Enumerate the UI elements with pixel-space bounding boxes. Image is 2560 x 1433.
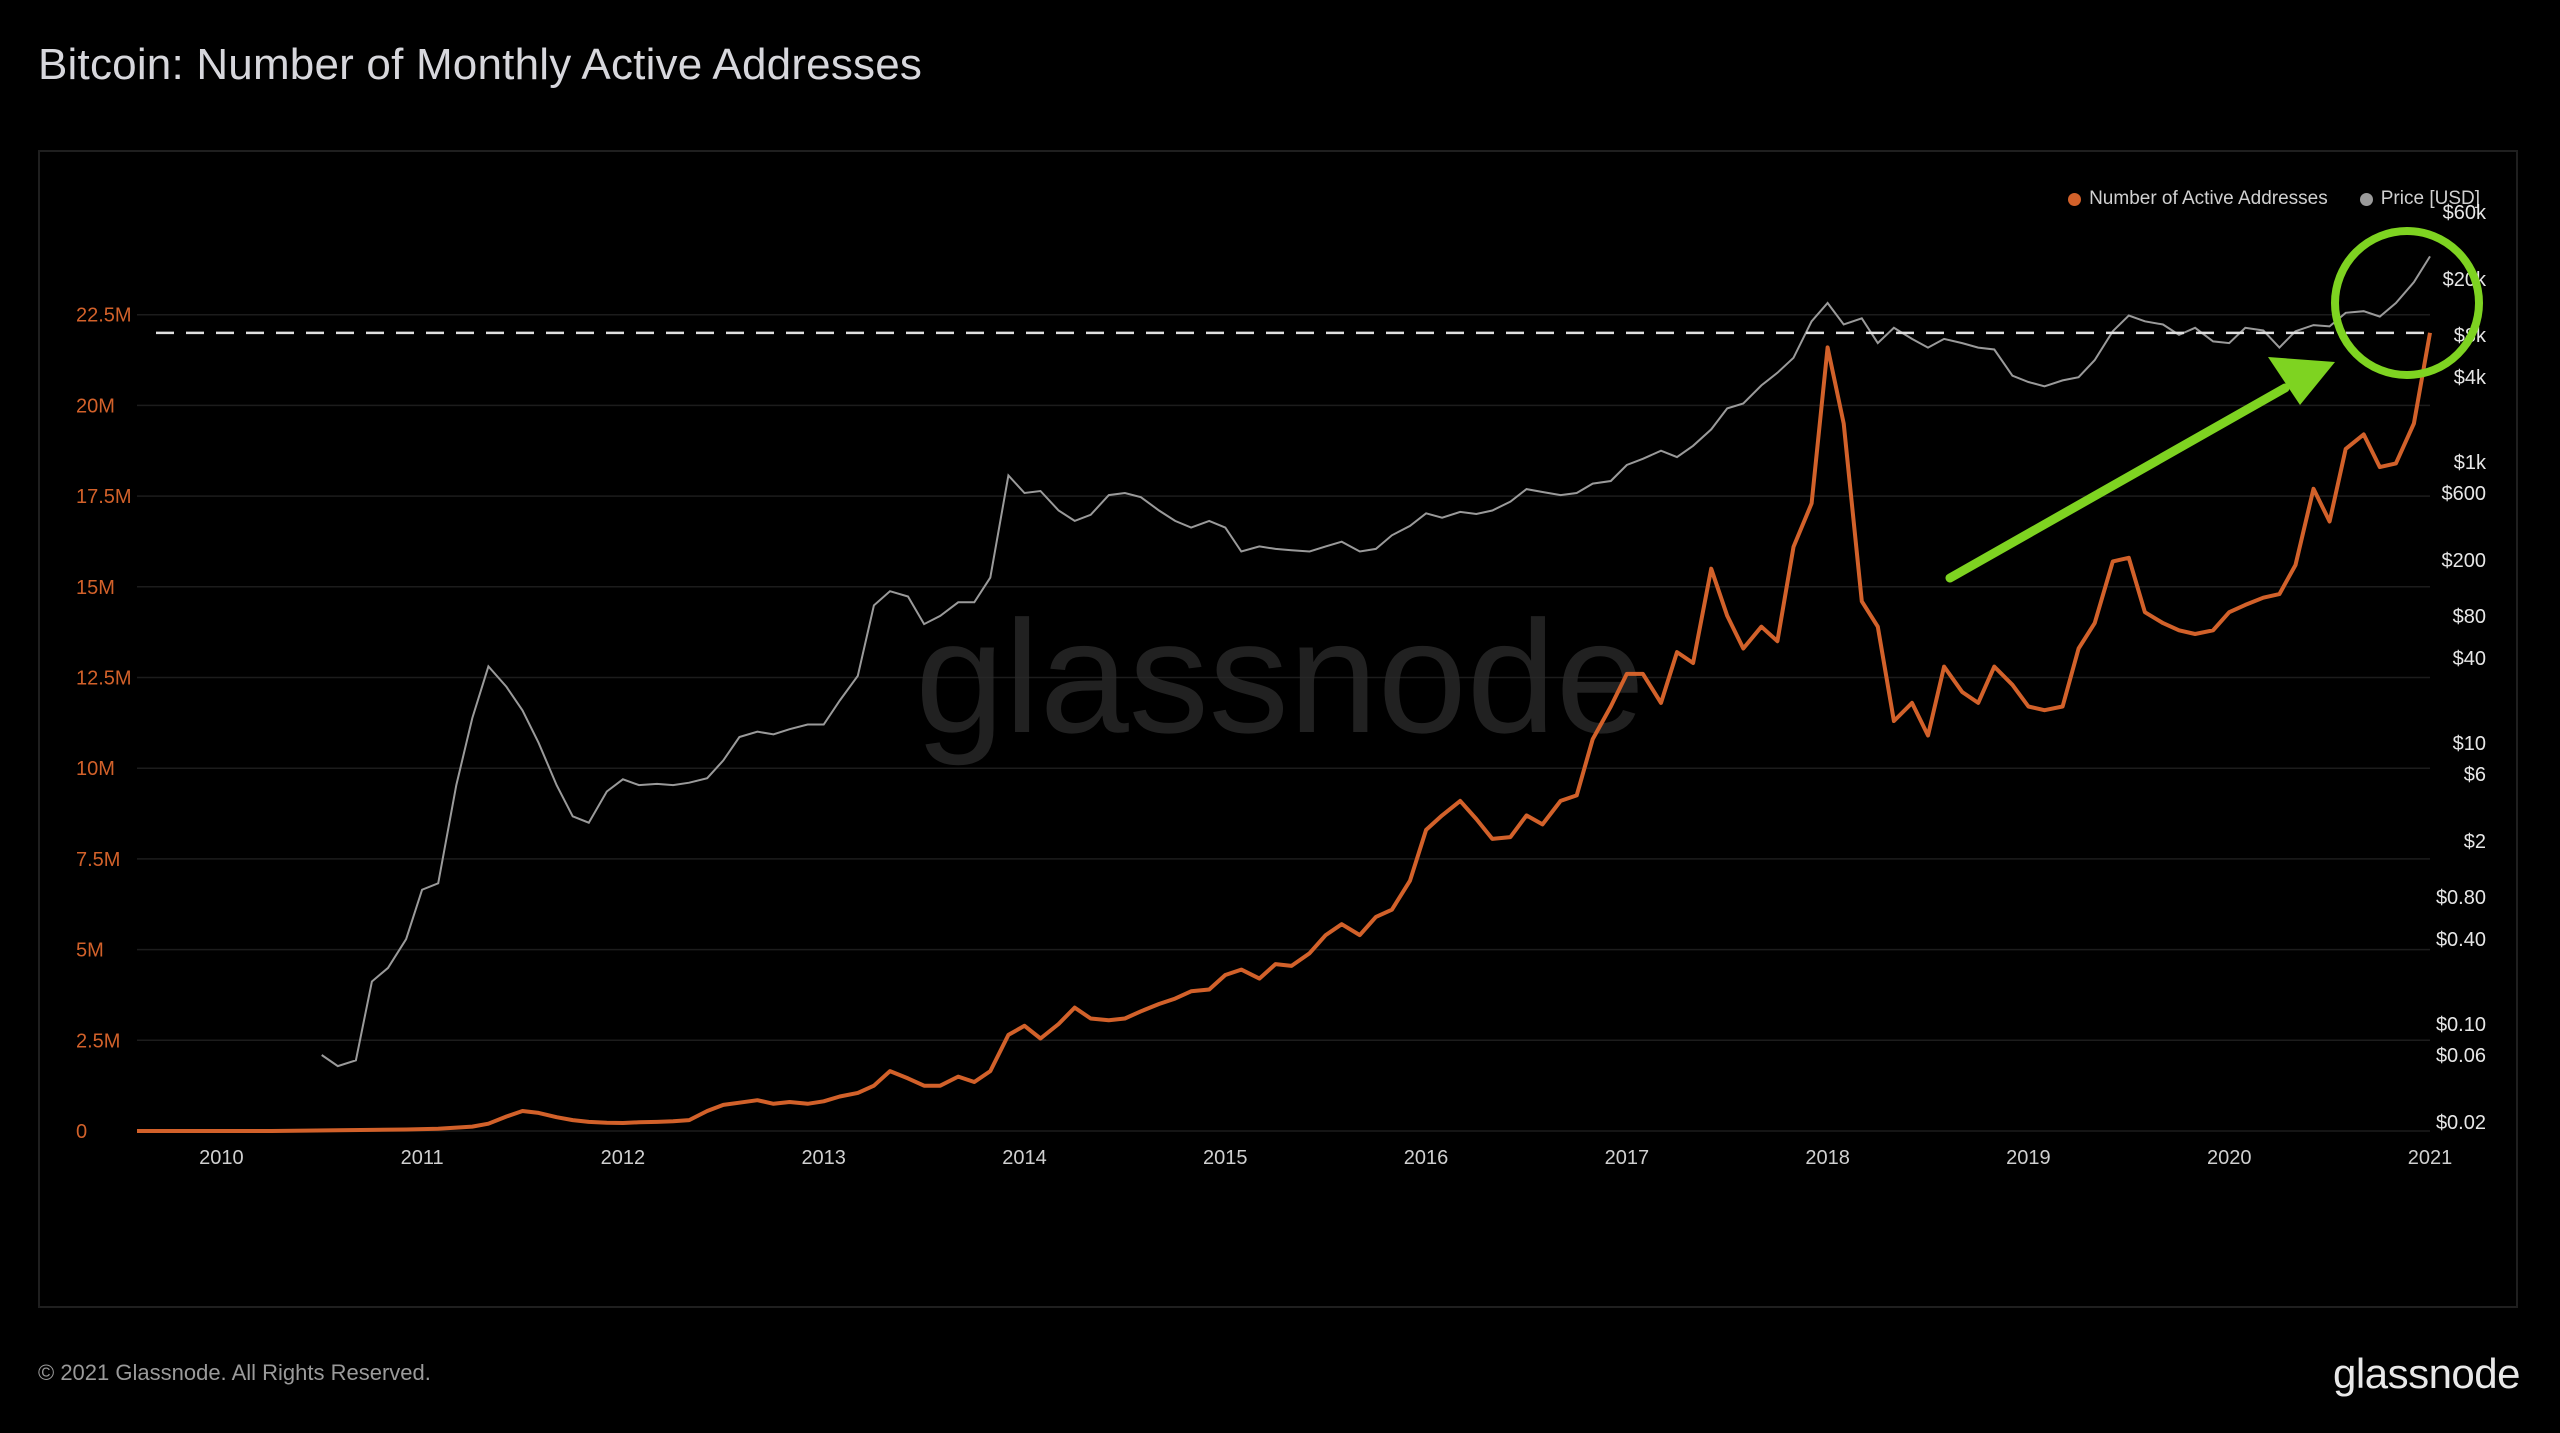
legend-item-price[interactable]: Price [USD]	[2359, 188, 2480, 210]
legend-dot-addresses	[2068, 192, 2082, 206]
right-axis-tick-label: $0.40	[2436, 929, 2486, 951]
right-axis-tick-label: $600	[2442, 483, 2487, 505]
left-axis-tick-label: 12.5M	[76, 668, 132, 690]
annotation-arrow-head	[2268, 357, 2335, 405]
x-axis-tick-label: 2010	[199, 1147, 244, 1169]
left-axis-tick-label: 0	[76, 1121, 87, 1143]
right-axis-tick-label: $0.06	[2436, 1045, 2486, 1067]
right-axis-tick-label: $60k	[2443, 202, 2487, 224]
price-layer	[321, 255, 2431, 1068]
x-axis-tick-label: 2015	[1203, 1147, 1248, 1169]
left-axis-tick-label: 15M	[76, 577, 115, 599]
chart-panel	[38, 150, 2518, 1308]
x-axis-tick-label: 2016	[1404, 1147, 1449, 1169]
x-axis-tick-label: 2021	[2408, 1147, 2453, 1169]
x-axis-tick-label: 2018	[1805, 1147, 1850, 1169]
price-series-line	[321, 255, 2431, 1068]
legend-label-price: Price [USD]	[2380, 188, 2480, 209]
x-axis-tick-label: 2011	[401, 1147, 444, 1169]
chart-legend: Number of Active Addresses Price [USD]	[2068, 188, 2480, 210]
right-axis-tick-label: $2	[2464, 831, 2486, 853]
right-axis-tick-label: $4k	[2454, 367, 2487, 389]
copyright-text: © 2021 Glassnode. All Rights Reserved.	[38, 1360, 431, 1385]
right-axis-tick-label: $6	[2464, 764, 2486, 786]
annotation-circle	[2331, 227, 2483, 379]
legend-item-addresses[interactable]: Number of Active Addresses	[2068, 188, 2328, 210]
right-axis-tick-label: $40	[2453, 648, 2486, 670]
right-axis-tick-label: $200	[2442, 550, 2487, 572]
right-axis-tick-label: $0.02	[2436, 1112, 2486, 1134]
x-axis-tick-label: 2013	[801, 1147, 846, 1169]
page-title: Bitcoin: Number of Monthly Active Addres…	[38, 40, 923, 89]
left-axis-tick-label: 17.5M	[76, 486, 132, 508]
left-axis-tick-label: 7.5M	[76, 849, 120, 871]
x-axis-tick-label: 2020	[2207, 1147, 2252, 1169]
grid-layer	[137, 313, 2430, 1132]
right-axis-tick-label: $0.80	[2436, 887, 2486, 909]
right-axis-tick-label: $10	[2453, 733, 2486, 755]
annotation-arrow-shaft	[1945, 383, 2290, 583]
x-axis-tick-label: 2017	[1605, 1147, 1650, 1169]
left-axis: 0 2.5M 5M 7.5M 10M 12.5M 15M 17.5M 20M 22.5M	[76, 305, 132, 1143]
addresses-layer	[137, 332, 2432, 1133]
addresses-series-line	[137, 332, 2432, 1133]
left-axis-tick-label: 10M	[76, 758, 115, 780]
right-axis-tick-label: $1k	[2454, 452, 2487, 474]
x-axis-tick-label: 2014	[1002, 1147, 1047, 1169]
right-axis-tick-label: $0.10	[2436, 1014, 2486, 1036]
x-axis: 2010 2011 2012 2013 2014 2015 2016 2017 2018 2019…	[199, 1147, 2452, 1169]
annotation-layer	[1945, 227, 2483, 583]
legend-label-addresses: Number of Active Addresses	[2089, 188, 2328, 209]
right-axis-tick-label: $80	[2453, 606, 2486, 628]
right-axis: $0.02 $0.06 $0.10 $0.40 $0.80 $2 $6 $10 $40 $80 $2…	[2436, 202, 2487, 1134]
left-axis-tick-label: 5M	[76, 940, 104, 962]
left-axis-tick-label: 22.5M	[76, 305, 132, 327]
left-axis-tick-label: 20M	[76, 395, 115, 417]
legend-dot-price	[2359, 192, 2373, 206]
x-axis-tick-label: 2012	[601, 1147, 646, 1169]
left-axis-tick-label: 2.5M	[76, 1030, 120, 1052]
glassnode-logo[interactable]: glassnode	[2333, 1350, 2520, 1397]
watermark-text: glassnode	[915, 587, 1644, 766]
x-axis-tick-label: 2019	[2006, 1147, 2051, 1169]
